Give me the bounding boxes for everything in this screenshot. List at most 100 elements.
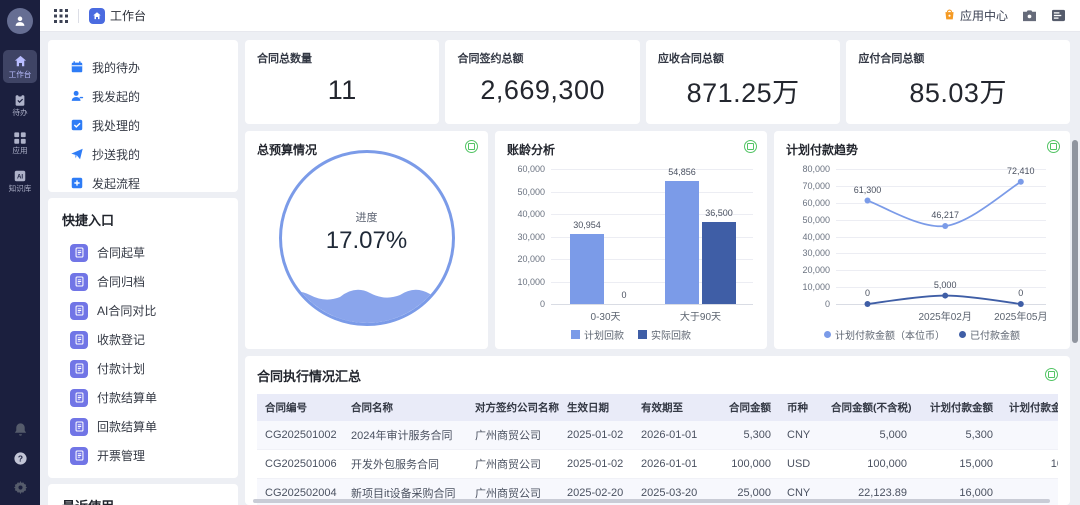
- sidebar-item-3[interactable]: 我处理的: [70, 112, 238, 138]
- card-settings-icon[interactable]: [1047, 140, 1060, 153]
- card-settings-icon[interactable]: [465, 140, 478, 153]
- table-scroll-area[interactable]: 合同编号 合同名称 对方签约公司名称 生效日期 有效期至 合同金额 币种 合同金额(不含税) 计…: [257, 394, 1058, 505]
- document-icon: [70, 243, 88, 262]
- legend-item[interactable]: 已付款金额: [959, 327, 1020, 342]
- quick-entry-item-7[interactable]: 回款结算单: [70, 412, 238, 441]
- y-axis-tick: 0: [539, 299, 545, 309]
- capture-icon[interactable]: [1022, 9, 1037, 22]
- stat-value: 871.25万: [686, 77, 800, 108]
- legend-swatch: [638, 330, 647, 339]
- quick-entry-item-3[interactable]: AI合同对比: [70, 296, 238, 325]
- rail-item-todo[interactable]: 待办: [3, 89, 37, 121]
- table-cell: CG202501002: [257, 421, 343, 450]
- legend-item[interactable]: 计划回款: [571, 327, 624, 342]
- settings-gear-icon[interactable]: [13, 480, 28, 495]
- card-settings-icon[interactable]: [1045, 368, 1058, 381]
- divider: [78, 8, 79, 23]
- app-center-button[interactable]: 应用中心: [943, 7, 1008, 24]
- recent-used-panel: 最近使用: [48, 484, 238, 505]
- quick-entry-item-2[interactable]: 合同归档: [70, 267, 238, 296]
- document-icon: [70, 359, 88, 378]
- point-value-label: 0: [864, 288, 871, 298]
- stat-label: 应收合同总额: [657, 53, 724, 65]
- table-cell: 广州商贸公司: [467, 449, 559, 479]
- table-cell: 2025-01-02: [559, 449, 633, 479]
- y-axis-tick: 60,000: [517, 164, 545, 174]
- x-axis-label: 0-30天: [590, 312, 621, 323]
- column-header[interactable]: 合同金额(不含税): [823, 394, 915, 421]
- line-chart-legend: 计划付款金额（本位币） 已付款金额: [774, 327, 1070, 342]
- stat-cards-row: 合同总数量 11 合同签约总额 2,669,300 应收合同总额 871.25万 应付合同总…: [245, 40, 1070, 124]
- document-icon: [70, 301, 88, 320]
- table-cell: 100,000: [823, 449, 915, 479]
- column-header[interactable]: 币种: [779, 394, 823, 421]
- gridline: [836, 270, 1046, 272]
- column-header[interactable]: 计划付款金额（本位: [1001, 394, 1058, 421]
- liquid-gauge: 进度 17.07%: [278, 150, 455, 326]
- sidebar-item-4[interactable]: 抄送我的: [70, 141, 238, 167]
- bar-chart-legend: 计划回款 实际回款: [495, 327, 767, 342]
- data-point[interactable]: [864, 301, 871, 307]
- data-point[interactable]: [1017, 301, 1024, 307]
- quick-entry-item-4[interactable]: 收款登记: [70, 325, 238, 354]
- legend-item[interactable]: 实际回款: [638, 327, 691, 342]
- column-header[interactable]: 有效期至: [633, 394, 707, 421]
- waffle-menu-icon[interactable]: [54, 8, 68, 23]
- column-header[interactable]: 计划付款金额: [915, 394, 1001, 421]
- table-cell: 100,000: [707, 449, 779, 479]
- column-header[interactable]: 合同金额: [707, 394, 779, 421]
- todo-icon: [13, 93, 27, 107]
- flag-icon: [70, 176, 84, 190]
- data-point[interactable]: [1017, 178, 1024, 185]
- bar-计划回款-大于90天[interactable]: [664, 180, 699, 304]
- stat-value: 2,669,300: [480, 74, 605, 105]
- help-icon[interactable]: ?: [13, 451, 28, 466]
- table-row[interactable]: CG202501002 2024年审计服务合同 广州商贸公司 2025-01-02 20…: [257, 421, 1058, 450]
- legend-item[interactable]: 计划付款金额（本位币）: [824, 327, 945, 342]
- current-app-tab[interactable]: 工作台: [89, 7, 146, 24]
- document-icon: [70, 446, 88, 465]
- column-header[interactable]: 合同编号: [257, 394, 343, 421]
- column-header[interactable]: 生效日期: [559, 394, 633, 421]
- y-axis-tick: 40,000: [802, 231, 830, 242]
- table-cell: 广州商贸公司: [467, 421, 559, 450]
- vertical-scrollbar[interactable]: [1072, 140, 1078, 343]
- sidebar-item-5[interactable]: 发起流程: [70, 170, 238, 196]
- data-point[interactable]: [942, 292, 949, 299]
- card-settings-icon[interactable]: [744, 140, 757, 153]
- bell-icon[interactable]: [13, 422, 28, 437]
- table-cell: USD: [779, 449, 823, 479]
- horizontal-scrollbar[interactable]: [253, 499, 1050, 503]
- gridline: [836, 202, 1046, 204]
- panel-list-icon[interactable]: [1051, 9, 1066, 22]
- quick-entry-item-6[interactable]: 付款结算单: [70, 383, 238, 412]
- column-header[interactable]: 对方签约公司名称: [467, 394, 559, 421]
- quick-entry-label: 合同归档: [97, 275, 146, 289]
- table-row[interactable]: CG202501006 开发外包服务合同 广州商贸公司 2025-01-02 2026-…: [257, 449, 1058, 479]
- data-point[interactable]: [942, 223, 949, 230]
- checksq-icon: [70, 118, 84, 132]
- y-axis-tick: 50,000: [802, 214, 830, 225]
- data-point[interactable]: [864, 197, 871, 204]
- plane-icon: [70, 147, 84, 161]
- document-icon: [70, 272, 88, 291]
- gridline: [836, 185, 1046, 187]
- rail-item-home[interactable]: 工作台: [3, 50, 37, 83]
- stat-label: 合同总数量: [257, 53, 312, 65]
- aging-analysis-card: 账龄分析 0 10,000 20,000 30,000 40,000 50,000 60,0…: [495, 131, 767, 349]
- rail-item-apps[interactable]: 应用: [3, 127, 37, 159]
- legend-label: 计划付款金额（本位币）: [835, 331, 945, 342]
- quick-entry-item-5[interactable]: 付款计划: [70, 354, 238, 383]
- quick-entry-item-8[interactable]: 开票管理: [70, 441, 238, 470]
- sidebar-item-1[interactable]: 我的待办: [70, 54, 238, 80]
- bar-计划回款-0-30天[interactable]: [570, 234, 605, 304]
- gridline: [836, 236, 1046, 238]
- sidebar-item-2[interactable]: 我发起的: [70, 83, 238, 109]
- column-header[interactable]: 合同名称: [343, 394, 467, 421]
- quick-entry-item-1[interactable]: 合同起草: [70, 238, 238, 267]
- bar-实际回款-大于90天[interactable]: [701, 221, 736, 304]
- rail-item-aidoc[interactable]: AI 知识库: [3, 165, 37, 197]
- user-avatar[interactable]: [7, 8, 33, 34]
- home-icon: [89, 7, 105, 24]
- stat-value: 11: [327, 74, 357, 105]
